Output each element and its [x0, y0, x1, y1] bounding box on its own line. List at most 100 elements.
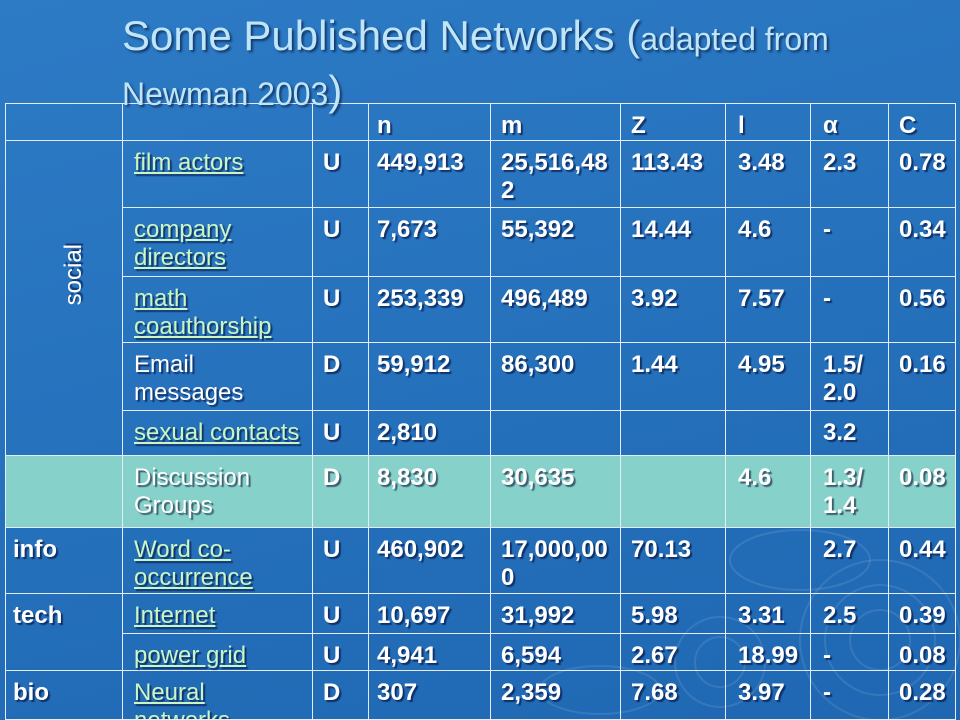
cell-m: 2,359 — [490, 670, 621, 720]
network-name-cell: Discussion Groups — [122, 455, 313, 528]
cell-n: 449,913 — [368, 140, 491, 208]
cell-m — [490, 410, 621, 456]
cell-z: 1.44 — [620, 342, 726, 411]
cell-z: 113.43 — [620, 140, 726, 208]
cell-m: 86,300 — [490, 342, 621, 411]
value-n: 59,912 — [377, 351, 451, 378]
cell-alpha: - — [810, 276, 889, 343]
value-z: 70.13 — [631, 536, 692, 563]
cell-c: 0.56 — [888, 276, 956, 343]
cell-m: 25,516,482 — [490, 140, 621, 208]
network-name-cell: sexual contacts — [122, 410, 313, 456]
cell-n: 8,830 — [368, 455, 491, 528]
value-n: 307 — [377, 679, 418, 706]
cell-z: 2.67 — [620, 633, 726, 671]
network-name-link[interactable]: Internet — [134, 602, 216, 629]
value-m: 86,300 — [501, 351, 575, 378]
cell-m: 55,392 — [490, 207, 621, 277]
table-row: info Word co-occurrence U 460,902 17,000,000… — [5, 527, 956, 594]
network-name-link[interactable]: Word co-occurrence — [134, 536, 253, 591]
value-n: 253,339 — [377, 285, 464, 312]
column-header-m: m — [490, 103, 621, 141]
value-z: 2.67 — [631, 642, 678, 669]
networks-table: n m Z l α C social film actors U 449,913 25,… — [5, 103, 956, 720]
column-header-z: Z — [620, 103, 726, 141]
value-z: 1.44 — [631, 351, 678, 378]
table-row: tech Internet U 10,697 31,992 5.98 3.31 2.5 0.39 — [5, 593, 956, 671]
cell-c: 0.08 — [888, 455, 956, 528]
value-z: 14.44 — [631, 216, 692, 243]
category-label-info: info — [13, 536, 57, 563]
cell-m: 31,992 — [490, 593, 621, 634]
cell-l: 7.57 — [725, 276, 811, 343]
network-name-link[interactable]: company directors — [134, 216, 232, 271]
value-c: 0.08 — [899, 642, 946, 669]
value-c: 0.44 — [899, 536, 946, 563]
value-l: 18.99 — [738, 642, 799, 669]
value-c: 0.08 — [899, 464, 946, 491]
cell-type: U — [312, 207, 369, 277]
value-c: 0.28 — [899, 679, 946, 706]
cell-n: 2,810 — [368, 410, 491, 456]
cell-n: 10,697 — [368, 593, 491, 634]
category-label-social: social — [60, 244, 87, 306]
value-type: U — [323, 419, 341, 446]
header-cell-blank — [5, 103, 123, 141]
cell-type: U — [312, 593, 369, 634]
column-header-c: C — [888, 103, 956, 141]
network-name-link[interactable]: math coauthorship — [134, 285, 272, 340]
network-name-cell: company directors — [122, 207, 313, 277]
network-name-link[interactable]: Neural networks — [134, 679, 230, 719]
cell-type: U — [312, 276, 369, 343]
value-alpha: 3.2 — [823, 419, 857, 446]
value-z: 5.98 — [631, 602, 678, 629]
table-row: bio Neural networks D 307 2,359 7.68 3.97 - 0.28 — [5, 670, 956, 720]
network-name-link[interactable]: sexual contacts — [134, 419, 300, 446]
value-n: 460,902 — [377, 536, 464, 563]
title-main: Some Published Networks ( — [122, 12, 641, 59]
value-alpha: 1.5/2.0 — [823, 351, 864, 406]
value-n: 4,941 — [377, 642, 438, 669]
value-alpha: - — [823, 679, 831, 706]
table-row: company directors U 7,673 55,392 14.44 4.6 - 0.… — [6, 207, 956, 277]
value-alpha: - — [823, 216, 831, 243]
value-alpha: - — [823, 642, 831, 669]
category-cell: info — [5, 527, 123, 594]
value-type: U — [323, 216, 341, 243]
value-alpha: - — [823, 285, 831, 312]
value-type: U — [323, 602, 341, 629]
value-type: U — [323, 642, 341, 669]
cell-m: 30,635 — [490, 455, 621, 528]
value-l: 4.95 — [738, 351, 785, 378]
value-z: 7.68 — [631, 679, 678, 706]
cell-l: 18.99 — [725, 633, 811, 671]
cell-m: 17,000,000 — [490, 527, 621, 594]
network-name-cell: power grid — [122, 633, 313, 671]
cell-alpha: 2.7 — [810, 527, 889, 594]
value-alpha: 1.3/1.4 — [823, 464, 864, 519]
value-n: 7,673 — [377, 216, 438, 243]
network-name-link[interactable]: film actors — [134, 149, 244, 176]
value-c: 0.56 — [899, 285, 946, 312]
cell-c — [888, 410, 956, 456]
cell-l — [725, 410, 811, 456]
cell-type: U — [312, 633, 369, 671]
category-label-bio: bio — [13, 679, 49, 706]
value-type: D — [323, 464, 341, 491]
value-l: 3.97 — [738, 679, 785, 706]
cell-l: 3.48 — [725, 140, 811, 208]
cell-c: 0.28 — [888, 670, 956, 720]
value-n: 8,830 — [377, 464, 438, 491]
value-type: U — [323, 536, 341, 563]
cell-l: 4.6 — [725, 455, 811, 528]
table-row: social film actors U 449,913 25,516,482 113.4… — [5, 140, 956, 456]
title-subtitle: adapted from Newman 2003 — [122, 21, 829, 112]
cell-alpha: - — [810, 207, 889, 277]
network-name-link[interactable]: power grid — [134, 642, 247, 669]
cell-l: 3.97 — [725, 670, 811, 720]
cell-m: 496,489 — [490, 276, 621, 343]
cell-type: U — [312, 140, 369, 208]
value-c: 0.16 — [899, 351, 946, 378]
network-name-cell: Word co-occurrence — [122, 527, 313, 594]
cell-alpha: - — [810, 633, 889, 671]
